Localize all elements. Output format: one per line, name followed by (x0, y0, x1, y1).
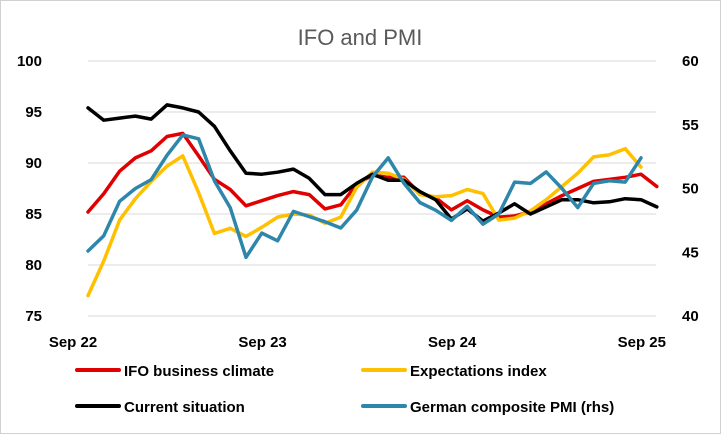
series-line-german-composite-pmi-rhs (86, 133, 643, 260)
legend-item-expectations-index: Expectations index (361, 363, 547, 380)
series-line-expectations-index (86, 146, 643, 298)
legend-label-current-situation: Current situation (124, 399, 245, 416)
right-tick-label-45: 45 (682, 244, 699, 261)
legend-label-german-composite-pmi: German composite PMI (rhs) (410, 399, 614, 416)
x-axis-ticks: Sep 22 Sep 23 Sep 24 Sep 25 (49, 334, 666, 351)
left-tick-label-80: 80 (25, 257, 42, 274)
legend-item-current-situation: Current situation (75, 399, 245, 416)
left-tick-label-95: 95 (25, 104, 42, 121)
x-tick-label-sep-23: Sep 23 (238, 334, 286, 351)
right-tick-label-55: 55 (682, 117, 699, 134)
x-tick-label-sep-22: Sep 22 (49, 334, 97, 351)
grid-layer (88, 60, 656, 317)
series-layer (86, 103, 659, 298)
right-tick-label-60: 60 (682, 53, 699, 70)
legend-label-expectations-index: Expectations index (410, 363, 547, 380)
right-axis-ticks: 40 45 50 55 60 (682, 53, 699, 325)
left-tick-label-90: 90 (25, 155, 42, 172)
right-tick-label-50: 50 (682, 181, 699, 198)
legend-label-ifo-business-climate: IFO business climate (124, 363, 274, 380)
legend: IFO business climate Expectations index … (75, 363, 614, 416)
series-line-current-situation (86, 103, 659, 223)
chart-title: IFO and PMI (298, 25, 423, 50)
x-tick-label-sep-24: Sep 24 (428, 334, 477, 351)
x-tick-label-sep-25: Sep 25 (618, 334, 666, 351)
left-tick-label-85: 85 (25, 206, 42, 223)
left-axis-ticks: 75 80 85 90 95 100 (17, 53, 42, 325)
left-tick-label-75: 75 (25, 308, 42, 325)
legend-item-ifo-business-climate: IFO business climate (75, 363, 274, 380)
left-tick-label-100: 100 (17, 53, 42, 70)
right-tick-label-40: 40 (682, 308, 699, 325)
legend-item-german-composite-pmi: German composite PMI (rhs) (361, 399, 614, 416)
